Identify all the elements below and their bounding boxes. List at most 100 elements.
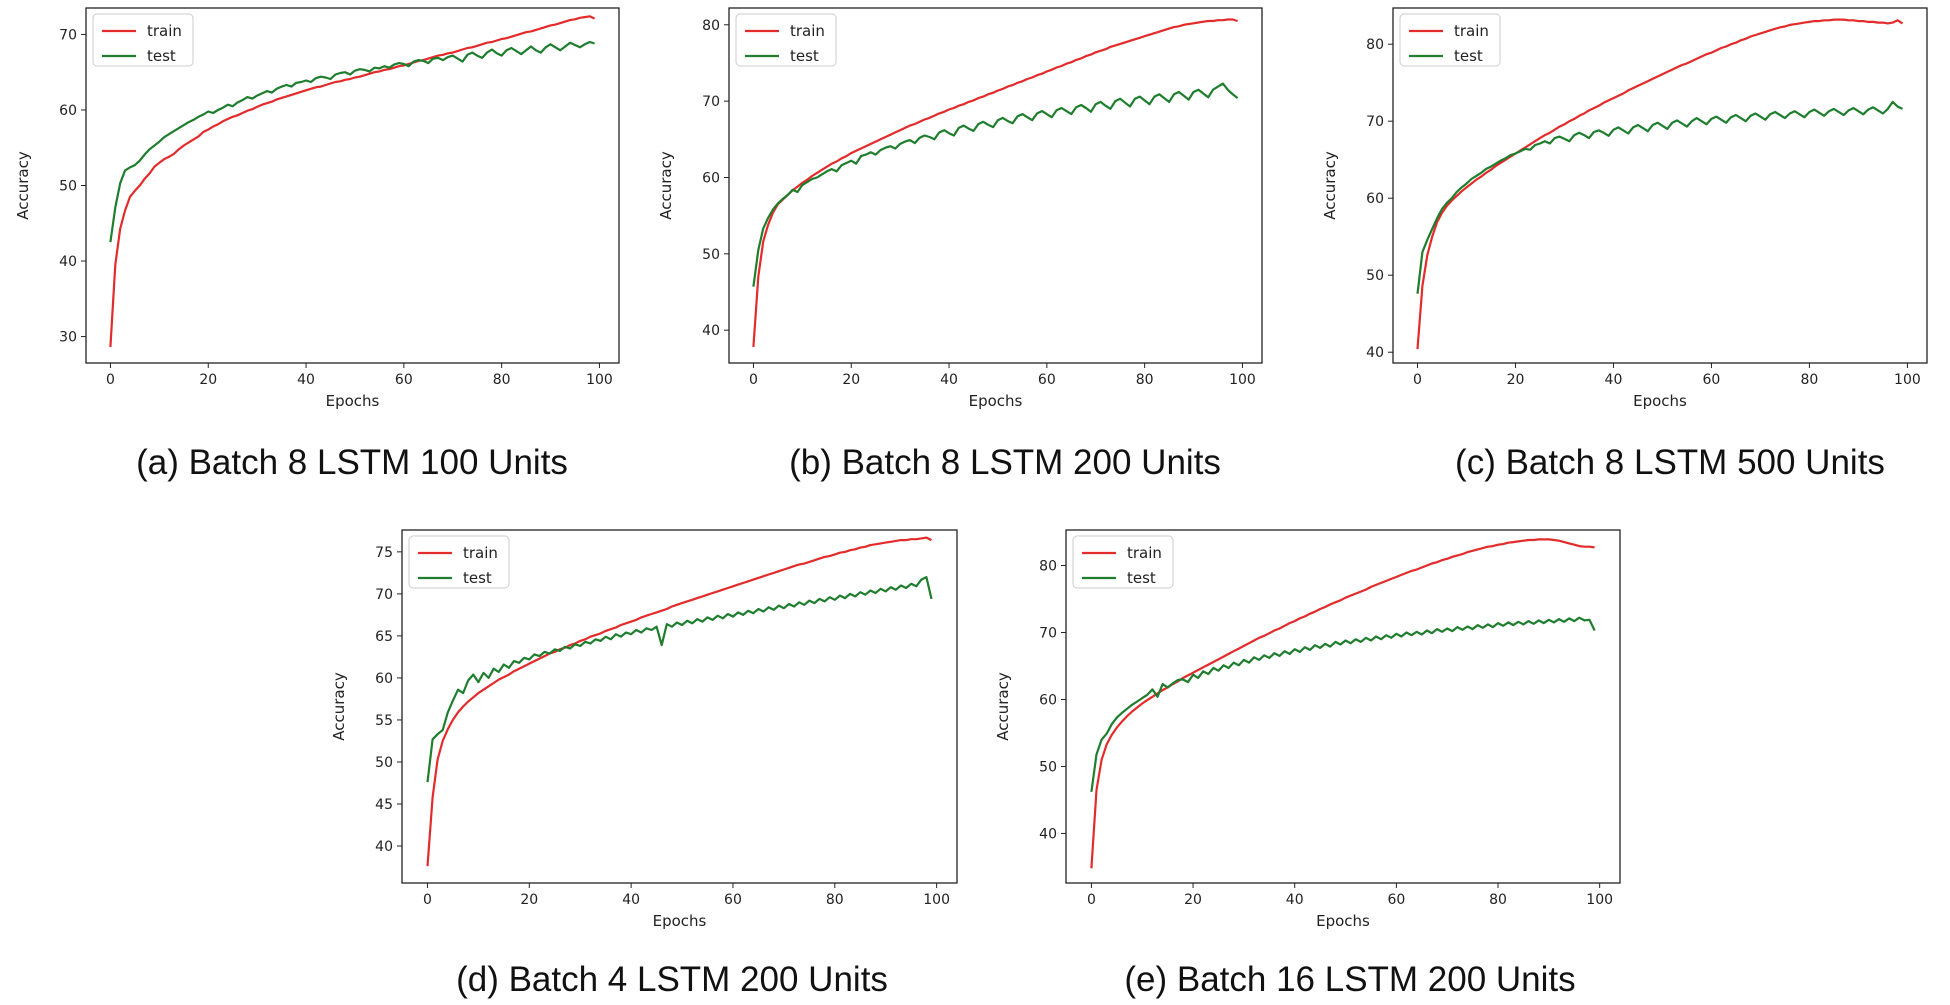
x-axis-label-a: Epochs xyxy=(326,392,380,410)
x-tick-label-e-1: 20 xyxy=(1184,892,1202,908)
y-tick-label-a-1: 40 xyxy=(59,254,77,270)
x-axis-label-c: Epochs xyxy=(1633,392,1687,410)
x-tick-label-e-4: 80 xyxy=(1489,892,1507,908)
x-tick-label-a-4: 80 xyxy=(493,372,511,388)
x-tick-label-c-4: 80 xyxy=(1801,372,1819,388)
series-line-train-c xyxy=(1416,18,1904,350)
plot-frame-c xyxy=(1392,7,1928,364)
legend-box-c xyxy=(1399,13,1501,67)
y-tick-label-b-0: 40 xyxy=(702,323,720,339)
legend-box-a xyxy=(92,13,194,67)
y-tick-label-d-0: 40 xyxy=(375,839,393,855)
series-line-test-b xyxy=(752,82,1239,287)
x-tick-label-e-2: 40 xyxy=(1286,892,1304,908)
y-tick-label-d-7: 75 xyxy=(375,545,393,561)
x-tick-label-e-3: 60 xyxy=(1387,892,1405,908)
series-line-train-d xyxy=(426,536,932,867)
series-line-test-d xyxy=(426,575,933,783)
y-tick-label-a-0: 30 xyxy=(59,330,77,346)
caption-a: (a) Batch 8 LSTM 100 Units xyxy=(136,443,568,482)
legend-label-test-c: test xyxy=(1454,47,1483,65)
x-axis-label-e: Epochs xyxy=(1316,912,1370,930)
x-tick-label-e-0: 0 xyxy=(1087,892,1096,908)
x-axis-label-b: Epochs xyxy=(969,392,1023,410)
y-tick-label-b-4: 80 xyxy=(702,18,720,34)
x-tick-label-b-3: 60 xyxy=(1038,372,1056,388)
y-tick-label-b-2: 60 xyxy=(702,170,720,186)
legend-label-test-a: test xyxy=(147,47,176,65)
y-axis-label-d: Accuracy xyxy=(330,672,348,741)
y-tick-label-b-3: 70 xyxy=(702,94,720,110)
series-line-train-e xyxy=(1090,538,1595,869)
y-tick-label-d-1: 45 xyxy=(375,797,393,813)
series-line-train-a xyxy=(109,15,596,348)
x-tick-label-d-4: 80 xyxy=(826,892,844,908)
y-tick-label-a-3: 60 xyxy=(59,103,77,119)
legend-label-train-d: train xyxy=(463,544,498,562)
y-tick-label-e-3: 70 xyxy=(1039,625,1057,641)
series-line-test-c xyxy=(1416,100,1903,294)
plot-frame-b xyxy=(728,7,1263,364)
x-tick-label-d-1: 20 xyxy=(520,892,538,908)
y-tick-label-e-4: 80 xyxy=(1039,559,1057,575)
x-tick-label-b-4: 80 xyxy=(1136,372,1154,388)
y-tick-label-c-0: 40 xyxy=(1366,345,1384,361)
series-line-test-e xyxy=(1090,616,1596,793)
panel-a: (a) Batch 8 LSTM 100 Units 0 20 40 60 80 100 3… xyxy=(14,7,620,482)
x-tick-label-c-3: 60 xyxy=(1703,372,1721,388)
caption-b: (b) Batch 8 LSTM 200 Units xyxy=(789,443,1221,482)
caption-e: (e) Batch 16 LSTM 200 Units xyxy=(1124,960,1575,999)
x-tick-label-a-5: 100 xyxy=(586,372,613,388)
x-tick-label-b-0: 0 xyxy=(749,372,758,388)
x-tick-label-d-5: 100 xyxy=(923,892,950,908)
y-axis-label-c: Accuracy xyxy=(1321,151,1339,220)
y-axis-label-e: Accuracy xyxy=(994,672,1012,741)
plot-frame-d xyxy=(401,529,958,884)
y-tick-label-a-4: 70 xyxy=(59,27,77,43)
y-tick-label-c-2: 60 xyxy=(1366,191,1384,207)
x-tick-label-b-1: 20 xyxy=(842,372,860,388)
y-tick-label-c-1: 50 xyxy=(1366,268,1384,284)
panel-b: (b) Batch 8 LSTM 200 Units 0 20 40 60 80 100 4… xyxy=(657,7,1263,482)
x-tick-label-b-2: 40 xyxy=(940,372,958,388)
legend-label-train-e: train xyxy=(1127,544,1162,562)
series-line-test-a xyxy=(109,40,595,243)
x-tick-label-a-3: 60 xyxy=(395,372,413,388)
x-tick-label-d-3: 60 xyxy=(724,892,742,908)
legend-label-test-e: test xyxy=(1127,569,1156,587)
legend-box-b xyxy=(735,13,837,67)
y-tick-label-a-2: 50 xyxy=(59,179,77,195)
series-line-train-b xyxy=(752,18,1238,348)
y-axis-label-b: Accuracy xyxy=(657,151,675,220)
y-tick-label-b-1: 50 xyxy=(702,247,720,263)
x-tick-label-a-1: 20 xyxy=(199,372,217,388)
y-tick-label-c-4: 80 xyxy=(1366,37,1384,53)
y-tick-label-d-4: 60 xyxy=(375,671,393,687)
y-tick-label-e-0: 40 xyxy=(1039,826,1057,842)
x-tick-label-c-0: 0 xyxy=(1413,372,1422,388)
panel-d: (d) Batch 4 LSTM 200 Units 0 20 40 60 80 100 4… xyxy=(330,529,958,999)
y-axis-label-a: Accuracy xyxy=(14,151,32,220)
panel-c: (c) Batch 8 LSTM 500 Units 0 20 40 60 80 100 4… xyxy=(1321,7,1928,482)
legend-label-test-b: test xyxy=(790,47,819,65)
x-tick-label-d-2: 40 xyxy=(622,892,640,908)
y-tick-label-e-1: 50 xyxy=(1039,759,1057,775)
x-tick-label-c-2: 40 xyxy=(1605,372,1623,388)
y-tick-label-e-2: 60 xyxy=(1039,692,1057,708)
x-tick-label-c-5: 100 xyxy=(1894,372,1921,388)
y-tick-label-d-5: 65 xyxy=(375,629,393,645)
x-axis-label-d: Epochs xyxy=(653,912,707,930)
y-tick-label-d-2: 50 xyxy=(375,755,393,771)
panel-e: (e) Batch 16 LSTM 200 Units 0 20 40 60 80 100… xyxy=(994,529,1621,999)
legend-box-d xyxy=(408,535,510,589)
legend-box-e xyxy=(1072,535,1174,589)
x-tick-label-c-1: 20 xyxy=(1507,372,1525,388)
legend-label-train-c: train xyxy=(1454,22,1489,40)
x-tick-label-e-5: 100 xyxy=(1586,892,1613,908)
legend-label-train-b: train xyxy=(790,22,825,40)
y-tick-label-d-3: 55 xyxy=(375,713,393,729)
x-tick-label-d-0: 0 xyxy=(423,892,432,908)
legend-label-test-d: test xyxy=(463,569,492,587)
caption-d: (d) Batch 4 LSTM 200 Units xyxy=(456,960,888,999)
